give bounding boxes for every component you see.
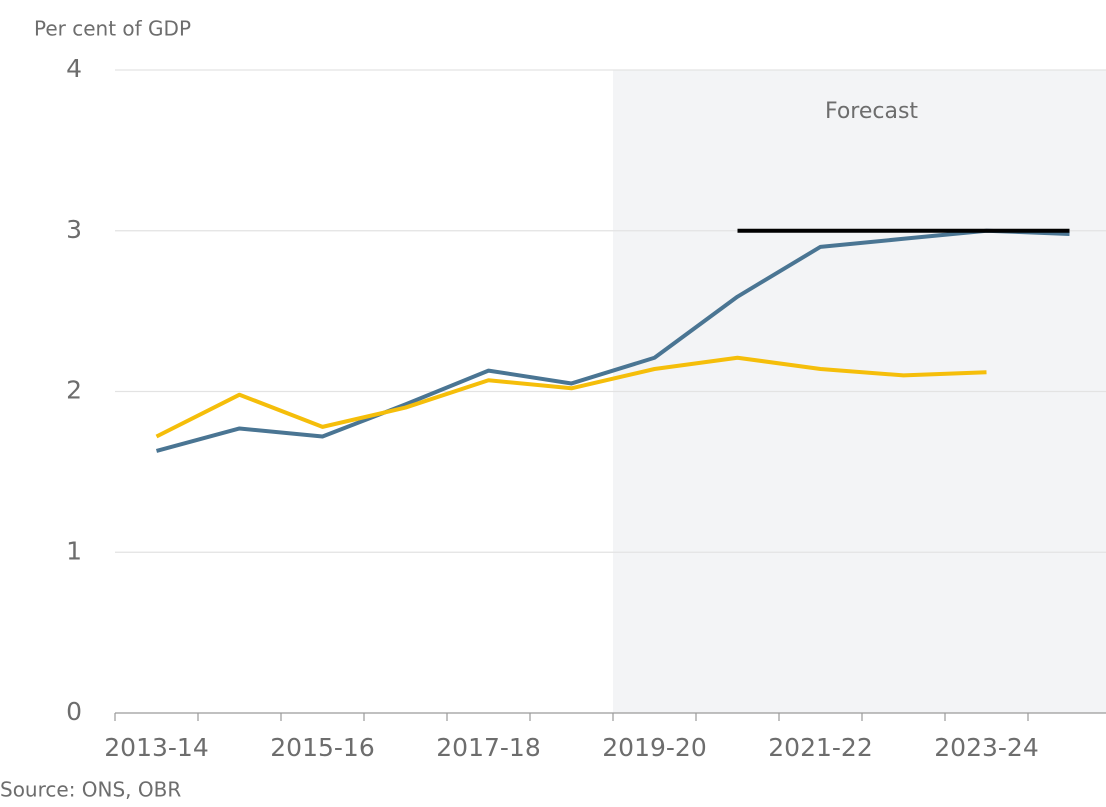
x-tick-label: 2019-20 (602, 733, 706, 762)
y-tick-label: 1 (66, 536, 82, 565)
series-line (155, 228, 1070, 453)
series-line (155, 355, 987, 439)
x-tick-label: 2021-22 (768, 733, 872, 762)
x-tick-label: 2023-24 (934, 733, 1038, 762)
forecast-label: Forecast (825, 99, 918, 124)
y-tick-label: 0 (66, 697, 82, 726)
y-tick-label: 4 (66, 54, 82, 83)
x-tick-label: 2015-16 (270, 733, 374, 762)
y-tick-label: 2 (66, 376, 82, 405)
y-axis-label: Per cent of GDP (34, 17, 191, 41)
y-tick-label: 3 (66, 215, 82, 244)
x-tick-label: 2017-18 (436, 733, 540, 762)
source: Source: ONS, OBR (0, 778, 181, 802)
x-tick-label: 2013-14 (104, 733, 208, 762)
